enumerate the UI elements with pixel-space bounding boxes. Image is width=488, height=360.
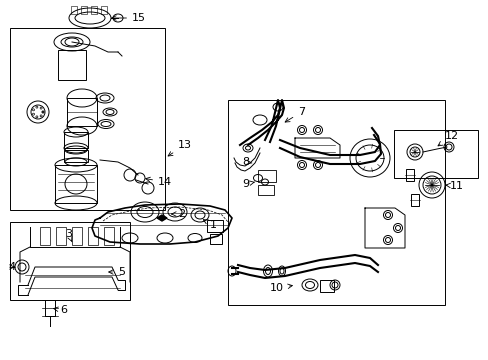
Bar: [10, 28, 164, 210]
Text: 7: 7: [285, 107, 305, 122]
Text: 6: 6: [54, 305, 67, 315]
Bar: [88, 227, 98, 245]
Bar: [206, 220, 223, 232]
Bar: [45, 300, 55, 316]
Bar: [55, 165, 97, 203]
Bar: [410, 194, 418, 206]
Bar: [64, 132, 88, 148]
Bar: [405, 169, 413, 181]
Bar: [56, 227, 66, 245]
Bar: [58, 50, 86, 80]
Text: 13: 13: [168, 140, 192, 156]
Bar: [319, 280, 333, 292]
Text: 12: 12: [437, 131, 458, 146]
Text: 8: 8: [242, 157, 251, 167]
Text: 10: 10: [269, 283, 292, 293]
Text: 11: 11: [445, 181, 463, 191]
Bar: [91, 6, 97, 14]
Text: 1: 1: [203, 220, 217, 230]
Bar: [209, 234, 222, 244]
Bar: [258, 185, 273, 195]
Bar: [227, 100, 444, 305]
Bar: [101, 6, 107, 14]
Text: 15: 15: [111, 13, 146, 23]
Text: 3: 3: [65, 229, 72, 242]
Bar: [10, 222, 130, 300]
Bar: [393, 130, 477, 178]
Text: 2: 2: [171, 209, 185, 219]
Bar: [64, 150, 88, 162]
Text: 9: 9: [242, 179, 254, 189]
Text: 5: 5: [108, 267, 125, 277]
Bar: [71, 6, 77, 14]
Bar: [40, 227, 50, 245]
Bar: [258, 170, 275, 182]
Polygon shape: [157, 215, 167, 221]
Bar: [67, 98, 97, 126]
Text: 14: 14: [145, 177, 172, 187]
Bar: [104, 227, 114, 245]
Bar: [81, 6, 87, 14]
Bar: [72, 227, 82, 245]
Text: 4: 4: [8, 262, 15, 272]
